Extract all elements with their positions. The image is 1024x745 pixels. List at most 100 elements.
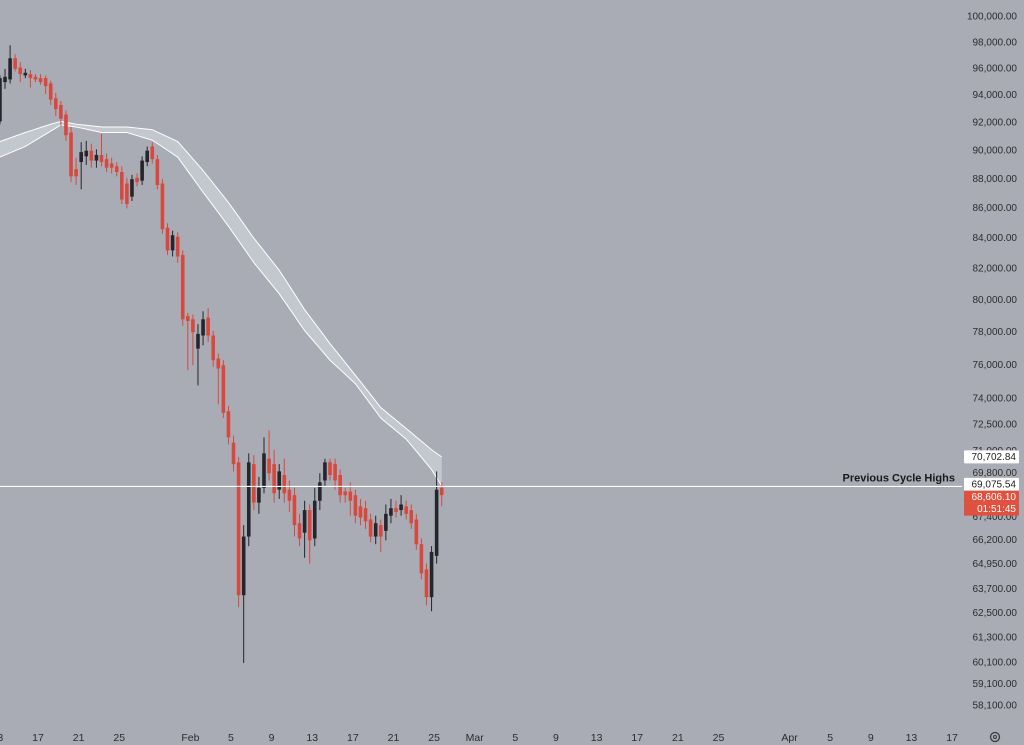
countdown-box: [964, 503, 1019, 516]
y-tick-label: 98,000.00: [973, 37, 1018, 48]
x-tick-label: 21: [672, 732, 684, 744]
candle-body: [8, 58, 12, 80]
level-tag-box: [964, 477, 1019, 491]
y-tick-label: 72,500.00: [973, 420, 1018, 431]
candle-body: [79, 152, 83, 163]
y-tick-label: 80,000.00: [973, 295, 1018, 306]
candle-body: [114, 166, 119, 173]
y-tick-label: 78,000.00: [973, 327, 1018, 338]
candle-body: [206, 317, 210, 336]
candle-body: [231, 442, 236, 465]
last-price-tag-label: 68,606.10: [972, 492, 1017, 503]
candle-body: [18, 67, 23, 75]
candle-body: [318, 482, 322, 501]
candle-body: [3, 76, 7, 83]
y-tick-label: 60,100.00: [973, 658, 1018, 669]
candle-body: [94, 154, 99, 161]
candle-body: [135, 177, 139, 183]
x-tick-label: 17: [347, 732, 359, 744]
candle-body: [150, 146, 155, 160]
y-tick-label: 94,000.00: [973, 90, 1018, 101]
x-tick-label: 9: [868, 732, 874, 744]
settings-gear-hub: [993, 735, 997, 739]
candle-body: [338, 475, 342, 496]
candle-body: [186, 316, 190, 321]
candle-body: [43, 78, 48, 87]
candle-body: [368, 519, 373, 537]
x-tick-label: 25: [428, 732, 440, 744]
candle-body: [363, 508, 368, 522]
candle-body: [414, 519, 419, 545]
candle-body: [0, 78, 2, 122]
candle-body: [226, 411, 231, 438]
y-tick-label: 82,000.00: [973, 263, 1018, 274]
candle-body: [267, 458, 271, 474]
x-tick-label: 17: [946, 732, 958, 744]
ribbon-tag-label: 70,702.84: [972, 452, 1017, 463]
candle-body: [211, 335, 216, 361]
candle-body: [109, 163, 114, 168]
x-tick-label: 13: [906, 732, 918, 744]
candle-body: [191, 319, 195, 333]
y-tick-label: 64,950.00: [973, 559, 1018, 570]
last-price-tag-box: [964, 490, 1019, 504]
candle-body: [104, 159, 109, 168]
candle-body: [378, 525, 383, 537]
x-tick-label: 21: [388, 732, 400, 744]
candle-body: [434, 489, 439, 556]
x-tick-label: Feb: [181, 732, 199, 744]
y-tick-label: 90,000.00: [973, 145, 1018, 156]
candle-body: [140, 160, 144, 181]
candle-body: [399, 504, 403, 511]
candle-body: [282, 475, 287, 494]
x-tick-label: 25: [713, 732, 725, 744]
candle-body: [429, 551, 434, 598]
candle-body: [170, 235, 175, 251]
candle-body: [69, 132, 73, 177]
candle-body: [175, 236, 180, 257]
x-tick-label: Apr: [781, 732, 798, 744]
x-tick-label: 9: [553, 732, 559, 744]
axes: 100,000.00 98,000.00 96,000.00 94,000.00 92,…: [0, 12, 1017, 744]
candle-body: [272, 464, 276, 494]
y-tick-label: 74,000.00: [973, 394, 1018, 405]
candle-body: [13, 58, 17, 69]
plot-area: [0, 45, 444, 664]
ribbon-tag-box: [964, 450, 1019, 464]
candle-body: [302, 510, 307, 533]
candle-body: [23, 72, 28, 76]
x-tick-label: 5: [228, 732, 234, 744]
candle-body: [257, 487, 261, 503]
candle-body: [120, 172, 124, 200]
y-tick-label: 88,000.00: [973, 174, 1018, 185]
y-tick-label: 58,100.00: [973, 701, 1018, 712]
candle-body: [38, 78, 43, 83]
y-tick-label: 66,200.00: [973, 535, 1018, 546]
candle-body: [277, 471, 282, 490]
x-tick-label: Mar: [466, 732, 485, 744]
candle-body: [125, 183, 129, 204]
candle-body: [333, 464, 337, 481]
candle-body: [28, 74, 33, 79]
y-tick-label: 61,300.00: [973, 633, 1018, 644]
ribbon-lower-line: [0, 124, 443, 487]
y-tick-label: 96,000.00: [973, 63, 1018, 74]
candle-body: [33, 76, 38, 80]
candle-body: [343, 491, 348, 496]
candle-body: [180, 254, 185, 320]
settings-icon[interactable]: [989, 731, 1001, 743]
y-tick-label: 59,100.00: [973, 679, 1018, 690]
y-tick-label: 76,000.00: [973, 360, 1018, 371]
candle-body: [74, 169, 78, 177]
settings-gear[interactable]: [989, 731, 1001, 743]
y-tick-label: 84,000.00: [973, 233, 1018, 244]
candle-body: [196, 333, 200, 349]
candle-body: [241, 536, 246, 596]
level-tag-label: 69,075.54: [972, 480, 1017, 491]
candle-body: [145, 150, 149, 163]
candle-body: [201, 319, 205, 336]
candle-body: [328, 462, 332, 476]
